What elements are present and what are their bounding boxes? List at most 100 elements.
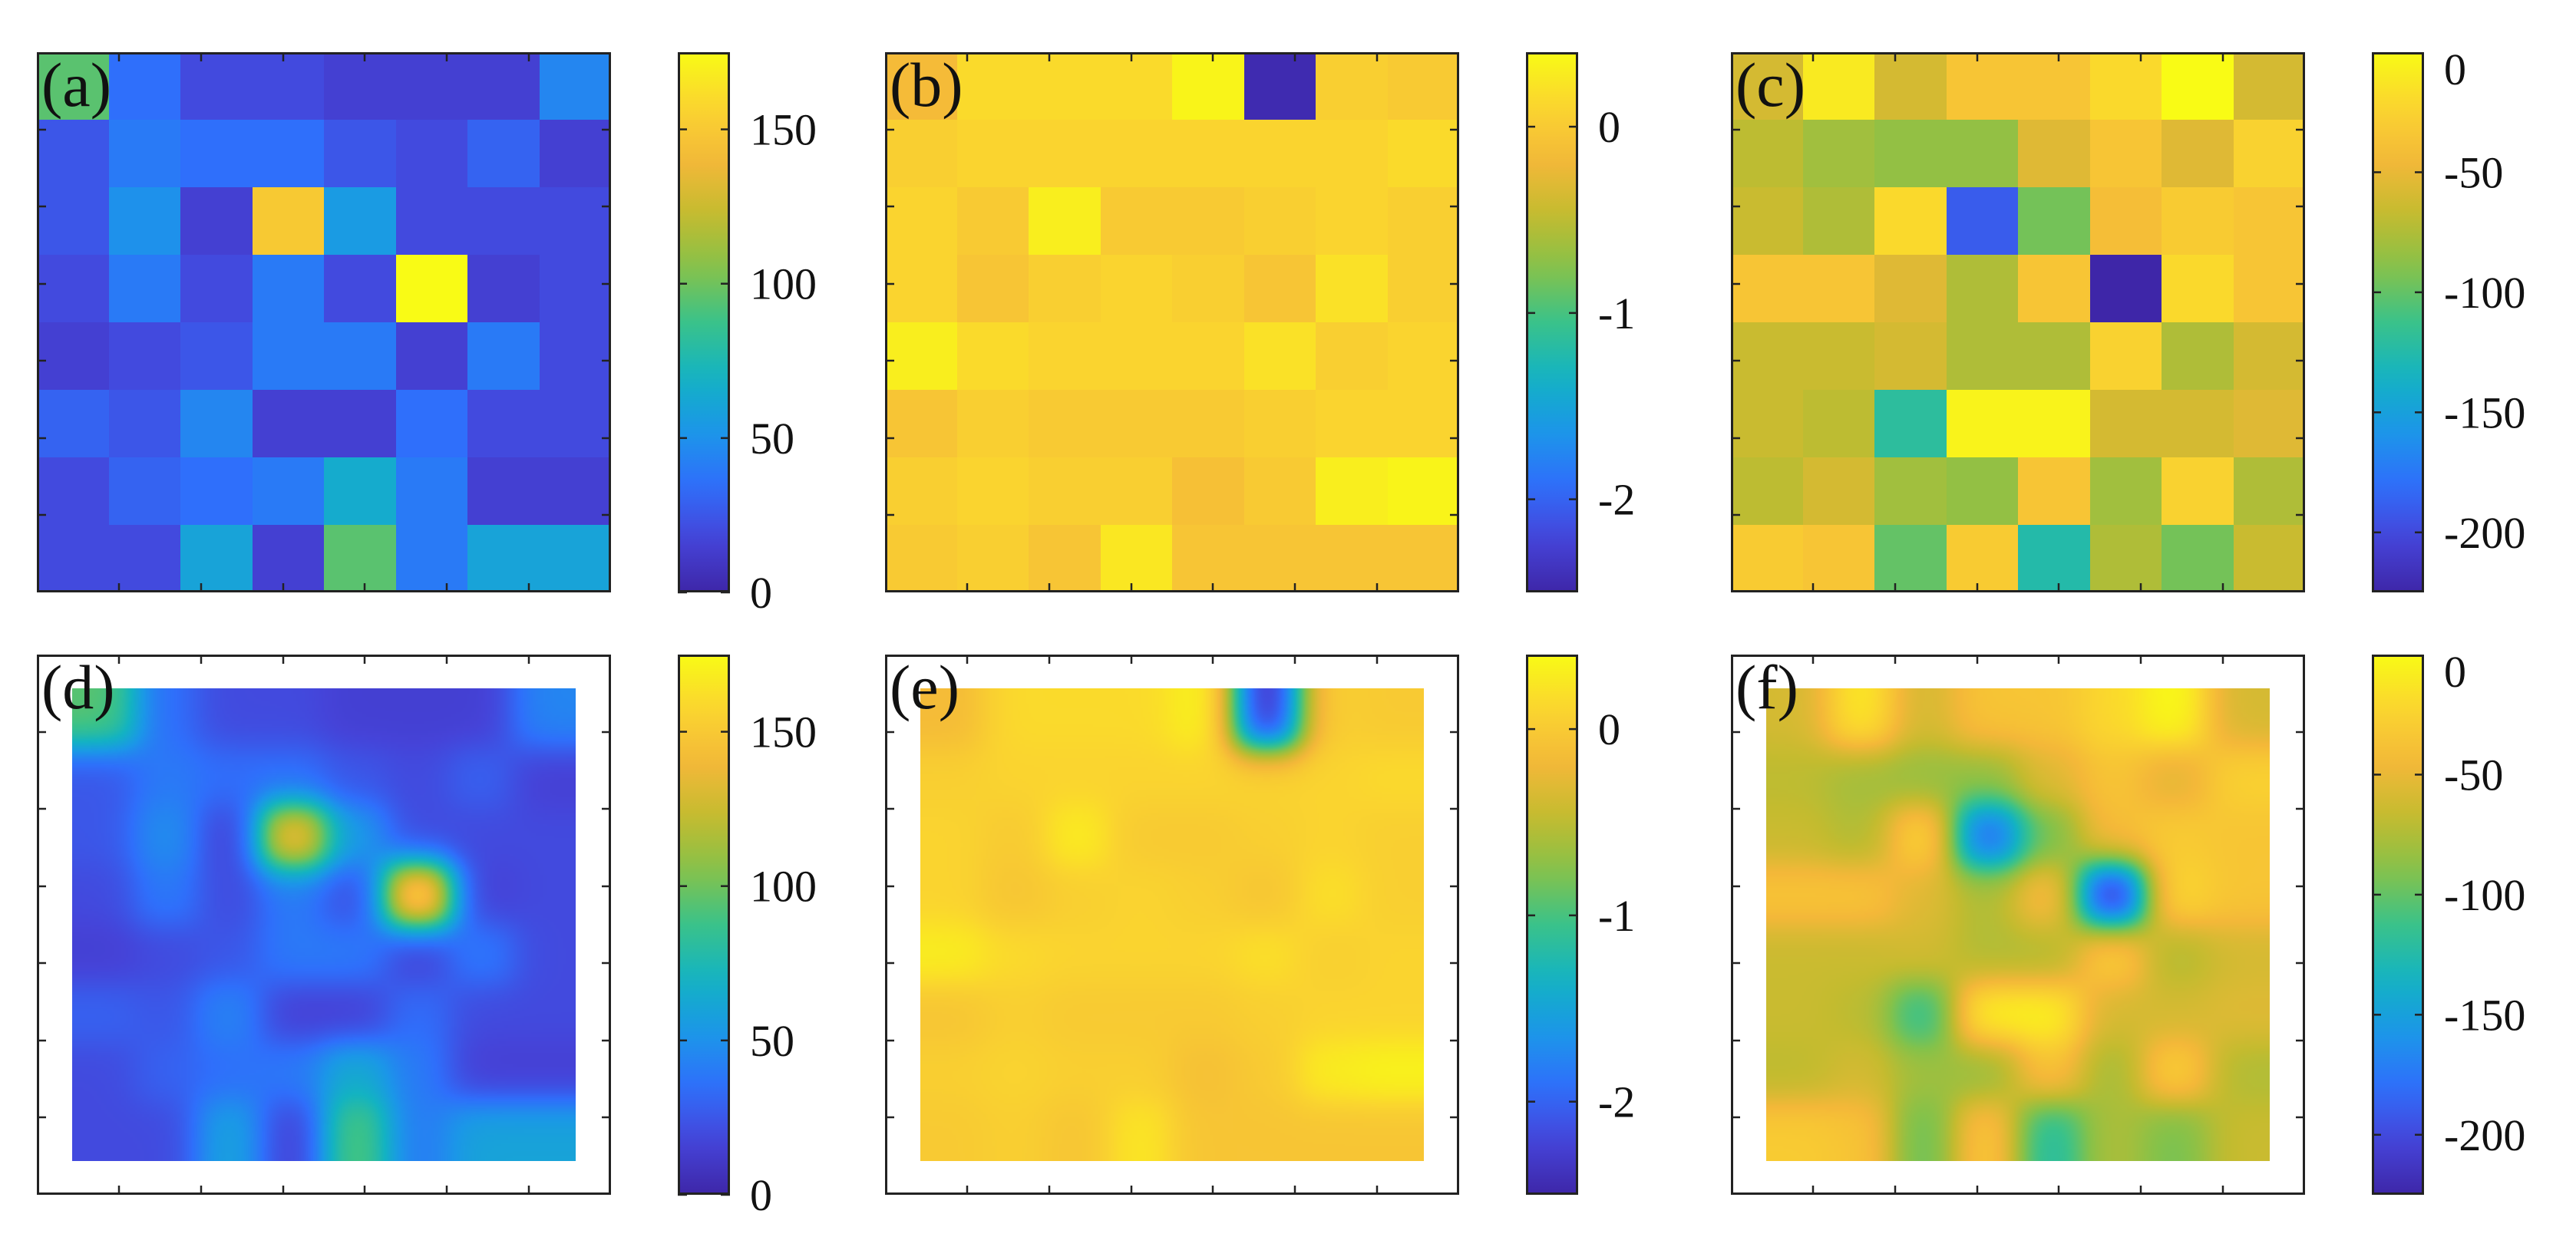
axes-frame (37, 655, 611, 1195)
heatmap-cell (467, 120, 540, 187)
colorbar-frame (678, 52, 730, 592)
heatmap-cell (540, 255, 611, 322)
heatmap-cell (1947, 457, 2018, 525)
colorbar-tick-label: 0 (2444, 52, 2466, 94)
heatmap-cell (957, 255, 1029, 322)
heatmap-cell (2090, 457, 2162, 525)
heatmap-cell (109, 525, 180, 592)
heatmap-cell (1316, 390, 1388, 457)
heatmap-cell (2234, 120, 2305, 187)
heatmap-cell (1874, 322, 1947, 390)
panel-e: (e) 0 -1 -2 (885, 655, 1699, 1215)
heatmap-cell (540, 52, 611, 120)
heatmap-cell (540, 120, 611, 187)
colorbar-frame (1526, 655, 1578, 1195)
colorbar-frame (2372, 52, 2424, 592)
heatmap-cell (1244, 187, 1316, 255)
heatmap-cell (2018, 390, 2090, 457)
heatmap-cell (109, 390, 180, 457)
heatmap-cell (324, 525, 396, 592)
heatmap-cell (2018, 52, 2090, 120)
heatmap-cell (180, 390, 253, 457)
interpolated-field (920, 688, 1424, 1161)
heatmap-cell (957, 120, 1029, 187)
panel-b: (b) 0 -1 -2 (885, 52, 1699, 612)
heatmap-cell (957, 525, 1029, 592)
heatmap-cell (1244, 457, 1316, 525)
heatmap-cell (1029, 187, 1101, 255)
heatmap-cell (109, 255, 180, 322)
heatmap-cell (2162, 255, 2234, 322)
heatmap-cell (180, 525, 253, 592)
heatmap-cell (1874, 255, 1947, 322)
heatmap-cell (253, 322, 324, 390)
heatmap-cell (885, 120, 957, 187)
heatmap-cell (1803, 390, 1874, 457)
heatmap-cell (885, 187, 957, 255)
heatmap-svg: (b) 0 -1 -2 (885, 52, 1635, 592)
heatmap-cell (2018, 255, 2090, 322)
panel-label: (d) (41, 655, 115, 722)
heatmap-cell (396, 390, 467, 457)
heatmap-cell (540, 322, 611, 390)
heatmap-cell (2234, 322, 2305, 390)
heatmap-cell (1803, 322, 1874, 390)
heatmap-cell (540, 525, 611, 592)
heatmap-cell (1029, 390, 1101, 457)
heatmap-cell (2090, 322, 2162, 390)
heatmap-cell (1244, 52, 1316, 120)
heatmap-cell (1803, 255, 1874, 322)
heatmap-cell (253, 390, 324, 457)
heatmap-cell (37, 390, 109, 457)
heatmap-cell (253, 52, 324, 120)
heatmap-cell (957, 52, 1029, 120)
heatmap-cell (109, 120, 180, 187)
colorbar-frame (2372, 655, 2424, 1195)
heatmap-cell (37, 187, 109, 255)
colorbar-tick-label: 0 (2444, 655, 2466, 697)
axes-frame (1731, 52, 2305, 592)
heatmap-cell (253, 187, 324, 255)
heatmap-cell (467, 187, 540, 255)
heatmap-cell (253, 525, 324, 592)
heatmap-svg: (f) 0 -50 -100 -150 -200 (1731, 655, 2525, 1195)
colorbar-frame (1526, 52, 1578, 592)
heatmap-cell (1244, 255, 1316, 322)
heatmap-cell (1388, 52, 1459, 120)
heatmap-cell (1244, 525, 1316, 592)
colorbar (2372, 655, 2424, 1195)
heatmap-svg: (c) 0 -50 -100 -150 -200 (1731, 52, 2525, 592)
panel-label: (f) (1735, 655, 1798, 722)
heatmap-cell (37, 120, 109, 187)
heatmap-cell (2162, 120, 2234, 187)
heatmap-cell (2234, 255, 2305, 322)
heatmap-cell (37, 525, 109, 592)
heatmap-cell (253, 120, 324, 187)
panel-d: (d) 0 50 100 150 (37, 655, 850, 1215)
heatmap-cell (37, 457, 109, 525)
heatmap-cell (1803, 52, 1874, 120)
heatmap-cell (1172, 52, 1244, 120)
heatmap-svg: (a) 0 50 100 150 (37, 52, 817, 612)
colorbar-tick-label: 0 (750, 1170, 772, 1215)
heatmap-cell (2090, 52, 2162, 120)
heatmap-cell (885, 255, 957, 322)
colorbar-tick-label: -150 (2444, 388, 2525, 437)
colorbar (1526, 655, 1578, 1195)
heatmap-cell (1244, 322, 1316, 390)
panel-label: (b) (890, 52, 963, 120)
heatmap-cell (1731, 322, 1803, 390)
colorbar-tick-label: -150 (2444, 990, 2525, 1040)
heatmap-cell (2090, 390, 2162, 457)
heatmap-svg: (e) 0 -1 -2 (885, 655, 1635, 1195)
heatmap-cell (1101, 525, 1172, 592)
heatmap-cell (957, 390, 1029, 457)
colorbar-tick-label: -2 (1598, 1077, 1635, 1127)
colorbar-tick-label: 100 (750, 259, 817, 309)
heatmap-cell (2234, 457, 2305, 525)
heatmap-cell (1874, 525, 1947, 592)
heatmap-cell (1172, 120, 1244, 187)
heatmap-cell (1244, 390, 1316, 457)
heatmap-cell (2018, 120, 2090, 187)
heatmap-cell (180, 322, 253, 390)
